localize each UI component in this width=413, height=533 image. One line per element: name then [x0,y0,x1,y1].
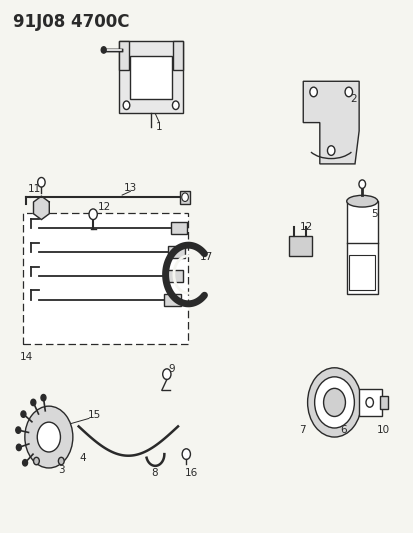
Circle shape [58,457,64,465]
Text: 9: 9 [168,364,175,374]
Circle shape [314,377,354,428]
Circle shape [25,406,73,468]
Bar [288,236,311,256]
Text: 7: 7 [298,425,305,435]
Circle shape [37,422,60,452]
Text: 16: 16 [184,469,197,478]
Bar [346,201,377,294]
Text: 11: 11 [28,184,41,194]
Circle shape [17,444,21,450]
Bar [164,294,180,306]
Text: 91J08 4700C: 91J08 4700C [13,13,129,31]
Text: 14: 14 [20,352,33,362]
Text: 17: 17 [199,252,212,262]
Circle shape [182,449,190,459]
Ellipse shape [346,195,377,207]
Text: 15: 15 [88,410,101,419]
Circle shape [101,47,106,53]
Text: 8: 8 [151,469,157,478]
Circle shape [181,193,188,201]
Bar [166,270,183,282]
Circle shape [358,180,365,188]
Circle shape [123,101,130,110]
Bar [379,396,387,409]
Bar [130,56,171,99]
Bar [168,246,185,258]
Text: 5: 5 [370,209,377,219]
Text: 13: 13 [123,183,137,192]
Text: 3: 3 [58,465,64,475]
Bar [180,191,190,204]
Circle shape [38,177,45,187]
Text: 12: 12 [98,202,111,212]
Bar [173,42,183,70]
Circle shape [41,394,46,401]
Circle shape [31,399,36,406]
Circle shape [309,87,316,97]
Circle shape [172,101,178,110]
Text: 6: 6 [339,425,346,435]
Circle shape [16,427,21,433]
Polygon shape [302,81,358,164]
Text: 12: 12 [299,222,312,231]
Circle shape [344,87,352,97]
Circle shape [21,411,26,417]
Circle shape [327,146,334,156]
Text: 1: 1 [156,122,162,132]
Circle shape [365,398,373,407]
Bar [119,42,129,70]
Circle shape [323,389,344,416]
Bar [358,389,381,416]
Text: 2: 2 [350,94,356,103]
Circle shape [23,459,28,466]
Bar [23,213,188,344]
Bar [170,222,187,234]
Text: 10: 10 [375,425,389,435]
Polygon shape [33,196,49,220]
Circle shape [33,457,39,465]
Circle shape [89,209,97,220]
Circle shape [162,369,171,379]
Text: 4: 4 [79,454,86,463]
Circle shape [307,368,361,437]
Bar [349,255,374,290]
Bar [119,42,183,114]
